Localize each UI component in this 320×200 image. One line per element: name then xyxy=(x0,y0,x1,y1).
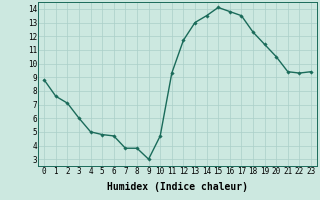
X-axis label: Humidex (Indice chaleur): Humidex (Indice chaleur) xyxy=(107,182,248,192)
